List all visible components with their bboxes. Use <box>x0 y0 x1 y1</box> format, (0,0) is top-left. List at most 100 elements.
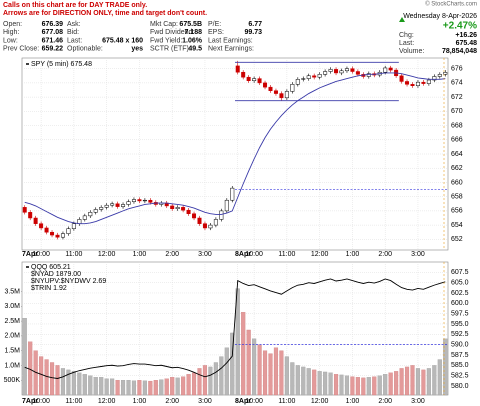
candle-body <box>344 68 349 72</box>
volume-bar <box>284 356 289 396</box>
y-tick-label: 590.0 <box>451 341 469 348</box>
candle-body <box>213 219 218 226</box>
candle-body <box>50 231 55 236</box>
volume-bar <box>262 350 268 396</box>
x-tick-label: 12:00 <box>311 398 329 405</box>
candle-body <box>131 199 136 202</box>
volume-bar <box>77 372 82 396</box>
candle-body <box>230 187 235 201</box>
summary-value: 675.48 <box>456 40 478 47</box>
volume-bar <box>279 350 284 396</box>
y-tick-label: 585.0 <box>451 362 469 369</box>
volume-bar <box>388 372 393 396</box>
volume-bar <box>399 368 404 396</box>
y-tick-label: 654 <box>451 222 463 229</box>
volume-bar <box>153 380 158 396</box>
volume-bar <box>383 374 388 396</box>
x-tick-label: 7Apr <box>22 398 38 405</box>
volume-bar <box>317 371 322 396</box>
quote-value: 671.46 <box>42 37 64 44</box>
candle-body <box>355 71 360 75</box>
candle-body <box>93 209 98 213</box>
candle-body <box>405 81 410 85</box>
candle-body <box>126 201 131 205</box>
up-arrow <box>399 17 405 22</box>
candle-body <box>443 72 448 75</box>
volume-bar <box>290 362 295 396</box>
candle-body <box>28 212 33 219</box>
candle-body <box>279 93 284 99</box>
volume-bar <box>104 378 109 396</box>
volume-bar <box>246 329 251 396</box>
moving-average <box>24 72 446 225</box>
quote-label: SCTR (ETF): <box>150 46 191 53</box>
volume-bar <box>328 372 333 396</box>
volume-bar <box>39 356 44 396</box>
volume-bar <box>55 365 60 396</box>
quote-label: High: <box>3 29 19 36</box>
quote-label: Mkt Cap: <box>150 21 178 28</box>
volume-bar <box>202 365 208 396</box>
note: Calls on this chart are for DAY TRADE on… <box>3 2 147 9</box>
volume-bar <box>181 376 186 396</box>
candle-body <box>60 233 65 238</box>
quote-date: Wednesday 8-Apr-2026 <box>403 13 477 20</box>
volume-bar <box>443 338 448 396</box>
volume-bar <box>115 380 120 396</box>
volume-bar <box>110 378 115 396</box>
quote-value: 659.22 <box>42 46 64 53</box>
candle-body <box>295 79 300 85</box>
candle-body <box>115 203 120 207</box>
candle-body <box>55 234 60 238</box>
note: Arrows are for DIRECTION ONLY, time and … <box>3 10 207 17</box>
candle-body <box>312 75 317 78</box>
quote-label: Last: <box>67 37 82 44</box>
x-tick-label: 8Apr <box>235 398 251 405</box>
quote-label: Last Earnings: <box>208 37 253 44</box>
volume-bar <box>306 368 311 396</box>
quote-label: Low: <box>3 37 18 44</box>
summary-label: Chg: <box>399 32 414 39</box>
volume-bar <box>333 374 339 396</box>
candle-body <box>268 86 273 91</box>
quote-value: 49.5 <box>188 46 202 53</box>
x-tick-label: 2:00 <box>378 251 392 258</box>
x-tick-label: 2:00 <box>378 398 392 405</box>
candle-body <box>284 91 289 99</box>
candle-body <box>383 67 388 73</box>
candle-body <box>317 74 322 78</box>
volume-bar <box>170 377 175 396</box>
candle-body <box>219 210 224 220</box>
candle-body <box>328 69 333 72</box>
quote-value: 6.77 <box>248 21 262 28</box>
candle-body <box>181 207 186 211</box>
x-tick-label: 2:00 <box>165 251 179 258</box>
candle-body <box>197 217 202 224</box>
volume-bar <box>224 347 229 396</box>
volume-bar <box>372 376 377 396</box>
x-tick-label: 7Apr <box>22 251 38 258</box>
volume-bar <box>213 362 218 396</box>
quote-label: Ask: <box>67 21 81 28</box>
y-tick-label: 595.0 <box>451 321 469 328</box>
x-tick-label: 1:00 <box>346 251 360 258</box>
quote-value: 675.5B <box>179 21 202 28</box>
candle-body <box>257 78 262 84</box>
candle-body <box>235 65 240 73</box>
candle-body <box>186 209 191 214</box>
y2-tick-label: 2.0M <box>4 333 20 340</box>
y-tick-label: 592.5 <box>451 331 469 338</box>
candle-body <box>175 207 180 210</box>
x-tick-label: 10:00 <box>245 398 263 405</box>
legend-label: $NYAD 1879.00 <box>31 271 81 278</box>
volume-bar <box>432 365 437 396</box>
volume-bar <box>312 369 317 396</box>
volume-bar <box>131 380 137 396</box>
candle-body <box>121 204 126 207</box>
candle-body <box>426 79 431 84</box>
y-tick-label: 582.5 <box>451 372 469 379</box>
legend-label: $NYUPV:$NYDWV 2.69 <box>31 278 106 285</box>
